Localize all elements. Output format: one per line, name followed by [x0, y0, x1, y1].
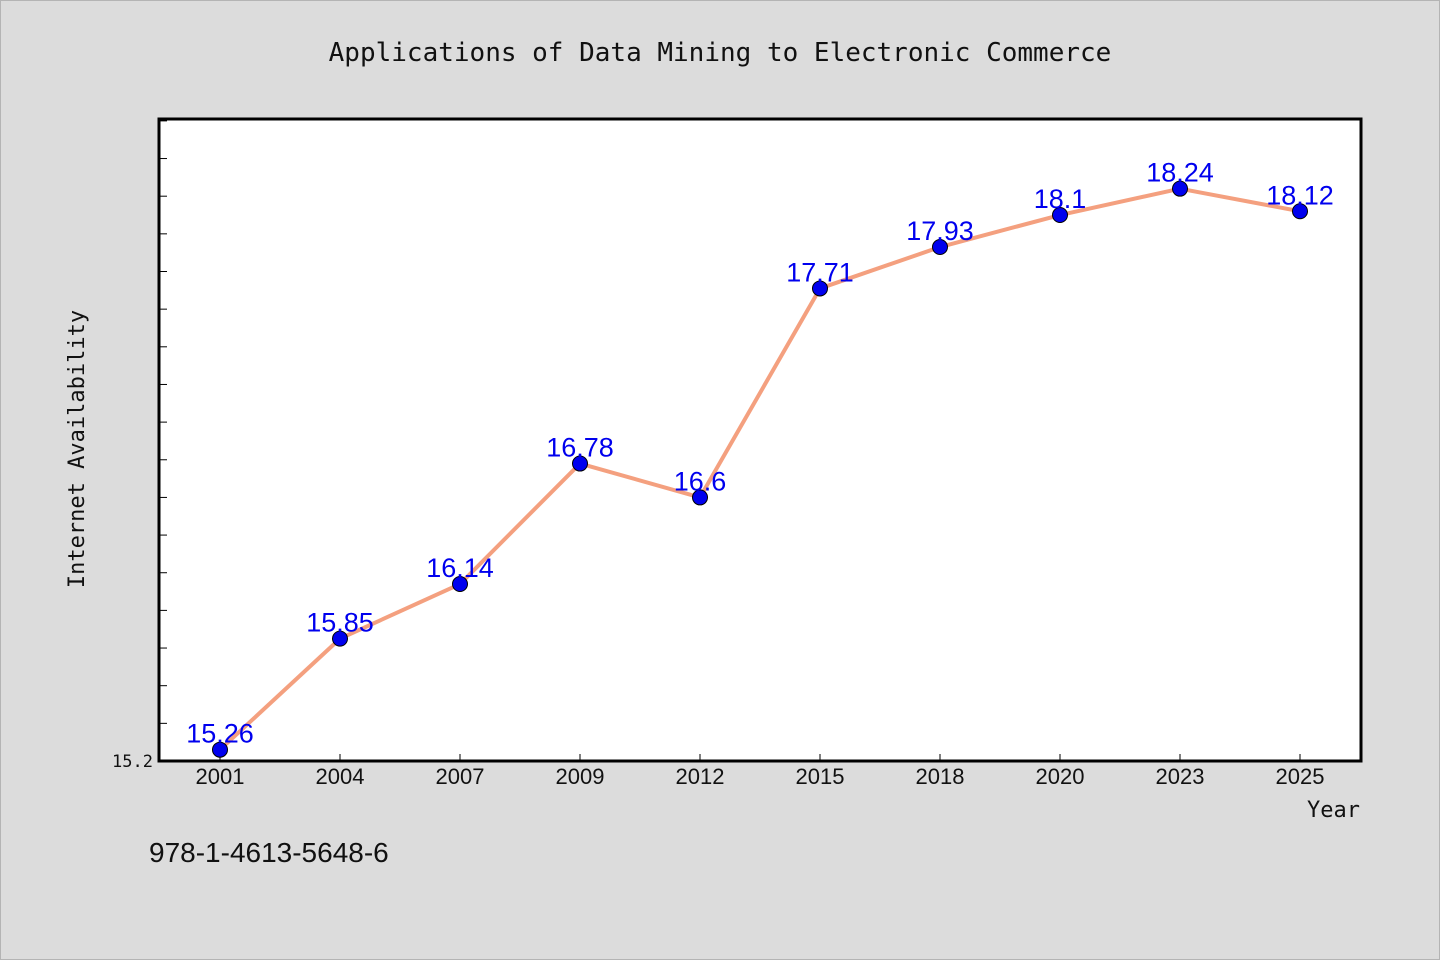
data-label: 18.24	[1146, 158, 1214, 188]
x-tick-label: 2009	[556, 764, 605, 789]
data-point	[1052, 207, 1068, 224]
plot-area	[157, 117, 1363, 763]
data-point	[452, 576, 468, 593]
x-tick-label: 2007	[436, 764, 485, 789]
data-label: 16.78	[546, 433, 614, 463]
y-axis-title: Internet Availability	[65, 310, 90, 588]
x-axis-title: Year	[1307, 798, 1360, 823]
y-axis-ticks: 15.2	[112, 120, 167, 772]
data-point	[812, 280, 828, 297]
data-label: 16.6	[674, 466, 727, 496]
series-line	[218, 186, 1302, 752]
data-point	[332, 630, 348, 647]
x-tick-label: 2015	[796, 764, 845, 789]
x-tick-label: 2023	[1156, 764, 1205, 789]
isbn-text: 978-1-4613-5648-6	[149, 837, 389, 868]
data-point	[932, 239, 948, 256]
chart-title: Applications of Data Mining to Electroni…	[329, 38, 1112, 68]
data-label: 17.71	[786, 257, 854, 287]
data-label: 17.93	[906, 216, 974, 246]
y-tick-label: 15.2	[112, 752, 153, 772]
data-label: 15.85	[306, 608, 374, 638]
x-tick-label: 2001	[196, 764, 245, 789]
data-label: 18.12	[1266, 180, 1334, 210]
data-label: 16.14	[426, 553, 494, 583]
data-point	[212, 741, 228, 758]
data-label: 15.26	[186, 719, 254, 749]
x-tick-label: 2012	[676, 764, 725, 789]
data-point	[1172, 180, 1188, 197]
x-tick-label: 2020	[1036, 764, 1085, 789]
x-axis-ticks: 2001 2004 2007 2009 2012 2015 2018 2020 2023 2025	[196, 754, 1325, 789]
data-label: 18.1	[1034, 184, 1087, 214]
data-point	[1292, 203, 1308, 220]
x-tick-label: 2004	[316, 764, 365, 789]
x-tick-label: 2025	[1276, 764, 1325, 789]
x-tick-label: 2018	[916, 764, 965, 789]
series-layer: 15.26 15.85 16.14 16.78 16.6 17.71 17.93 18.1 18…	[186, 158, 1334, 758]
data-point	[572, 455, 588, 472]
data-point	[692, 489, 708, 506]
